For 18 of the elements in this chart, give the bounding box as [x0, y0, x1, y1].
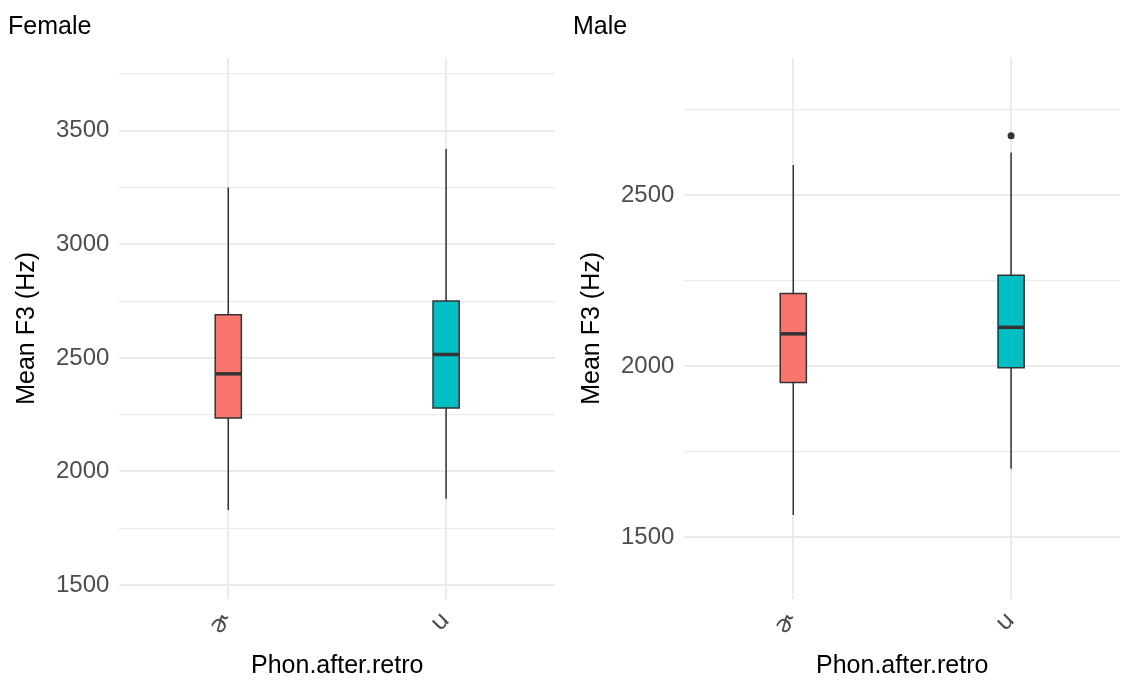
x-tick-label: ɚ [203, 605, 238, 640]
x-tick-label: u [424, 605, 455, 637]
y-tick-label: 2000 [621, 350, 675, 378]
y-tick-label: 1500 [56, 569, 110, 597]
y-tick-label: 3500 [56, 115, 110, 143]
x-tick-label: u [989, 605, 1020, 637]
y-tick-label: 2000 [56, 456, 110, 484]
y-tick-label: 3000 [56, 228, 110, 256]
x-axis-title: Phon.after.retro [816, 649, 989, 678]
y-tick-label: 2500 [56, 342, 110, 370]
y-axis-title: Mean F3 (Hz) [575, 251, 604, 405]
chart-title: Female [8, 10, 92, 39]
x-axis-title: Phon.after.retro [251, 649, 424, 678]
y-axis-title: Mean F3 (Hz) [10, 251, 39, 405]
y-tick-label: 2500 [621, 179, 675, 207]
chart-title: Male [573, 10, 628, 39]
y-tick-label: 1500 [621, 521, 675, 549]
x-tick-label: ɚ [768, 605, 803, 640]
